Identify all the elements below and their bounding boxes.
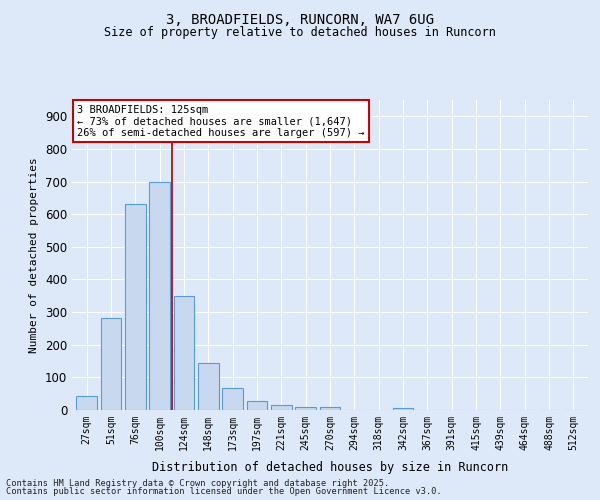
Bar (320, 408, 340, 410)
Text: 3 BROADFIELDS: 125sqm
← 73% of detached houses are smaller (1,647)
26% of semi-d: 3 BROADFIELDS: 125sqm ← 73% of detached … (77, 104, 365, 138)
Bar (247, 401, 268, 410)
Bar (271, 405, 292, 410)
Bar (392, 408, 413, 410)
X-axis label: Distribution of detached houses by size in Runcorn: Distribution of detached houses by size … (152, 461, 508, 474)
Bar (173, 296, 194, 410)
Bar (76, 396, 97, 410)
Bar (149, 182, 170, 410)
Text: 3, BROADFIELDS, RUNCORN, WA7 6UG: 3, BROADFIELDS, RUNCORN, WA7 6UG (166, 12, 434, 26)
Bar (101, 318, 121, 410)
Y-axis label: Number of detached properties: Number of detached properties (29, 157, 40, 353)
Text: Size of property relative to detached houses in Runcorn: Size of property relative to detached ho… (104, 26, 496, 39)
Bar (295, 406, 316, 410)
Text: Contains public sector information licensed under the Open Government Licence v3: Contains public sector information licen… (6, 487, 442, 496)
Bar (198, 362, 218, 410)
Text: Contains HM Land Registry data © Crown copyright and database right 2025.: Contains HM Land Registry data © Crown c… (6, 478, 389, 488)
Bar (125, 204, 146, 410)
Bar (222, 388, 243, 410)
